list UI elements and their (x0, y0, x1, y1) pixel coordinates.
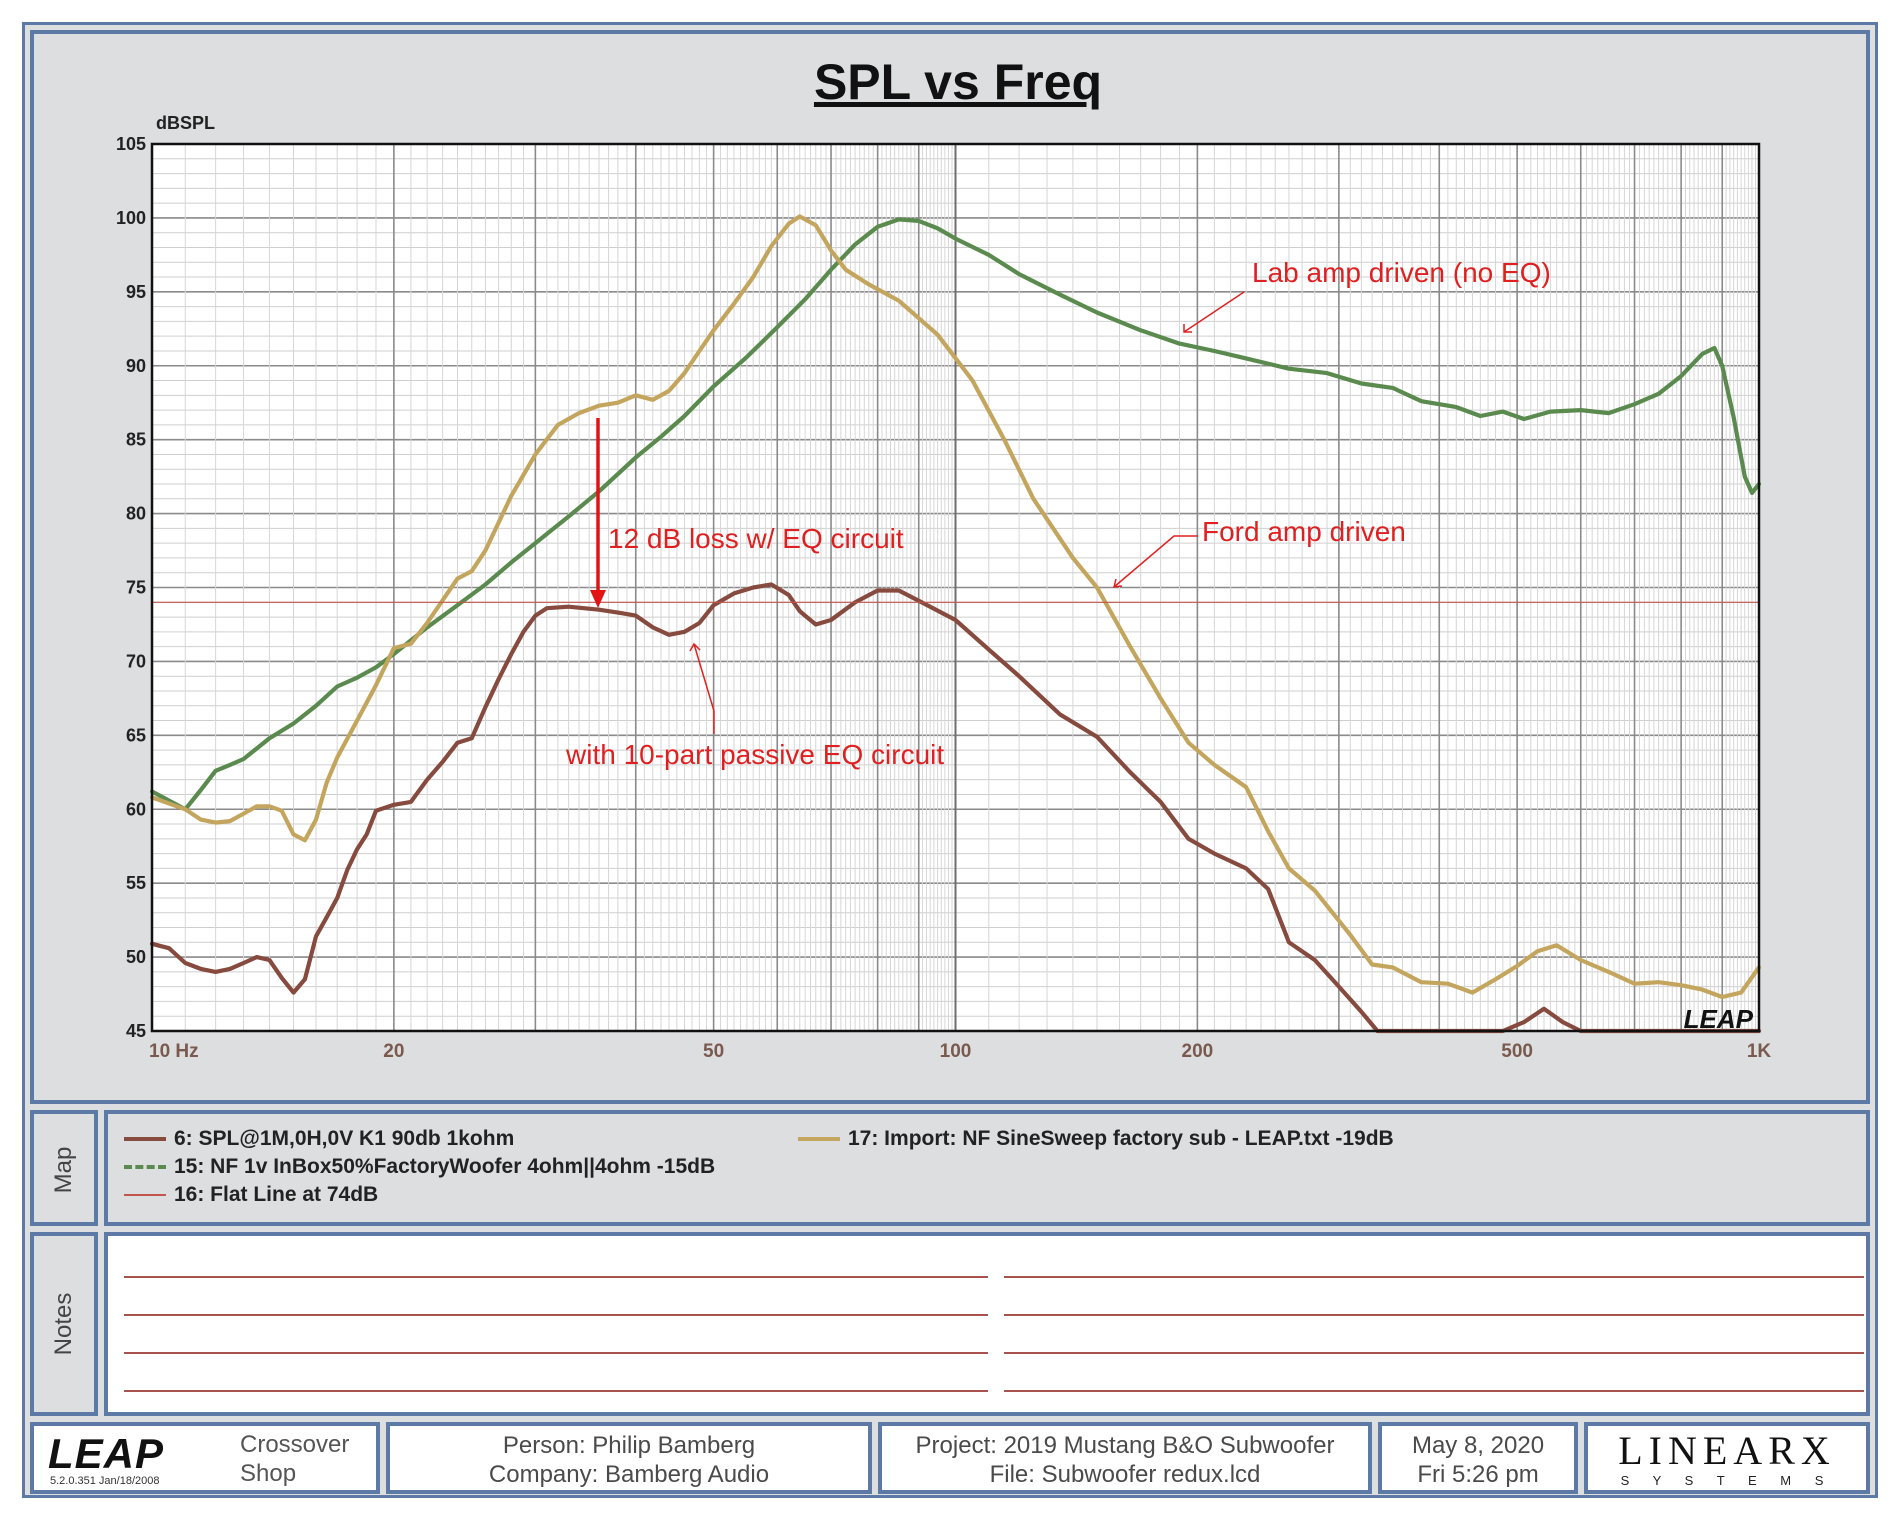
legend-label: 17: Import: NF SineSweep factory sub - L… (848, 1127, 1394, 1150)
notes-panel[interactable] (104, 1232, 1870, 1416)
grid-layer (152, 144, 1759, 1031)
legend-item-series-17: 17: Import: NF SineSweep factory sub - L… (798, 1127, 1394, 1151)
annotation-lab-amp-arrowhead (1183, 324, 1192, 333)
series-line-2 (149, 582, 1762, 1034)
annotation-layer: Lab amp driven (no EQ) 12 dB loss w/ EQ … (565, 257, 1551, 770)
legend-swatch (798, 1137, 840, 1142)
plot-border (150, 142, 1761, 1033)
notes-line (124, 1314, 988, 1316)
x-tick-label: 200 (1182, 1041, 1214, 1062)
y-tick-label: 100 (116, 208, 146, 228)
notes-line (124, 1276, 988, 1278)
legend-label: 15: NF 1v InBox50%FactoryWoofer 4ohm||4o… (174, 1155, 716, 1178)
leap-watermark: LEAP (1684, 1004, 1754, 1034)
legend-item-series-15: 15: NF 1v InBox50%FactoryWoofer 4ohm||4o… (124, 1155, 715, 1179)
y-tick-label: 65 (126, 725, 146, 745)
y-tick-label: 95 (126, 282, 146, 302)
y-tick-label: 105 (116, 134, 146, 154)
x-tick-label: 10 Hz (149, 1041, 199, 1062)
linearx-logo: LINEARX (1618, 1428, 1836, 1473)
annotation-eq-arrowhead (689, 642, 701, 652)
y-tick-label: 70 (126, 651, 146, 671)
annotation-ford-amp: Ford amp driven (1202, 516, 1406, 547)
footer-product: LEAP 5.2.0.351 Jan/18/2008 Crossover Sho… (30, 1422, 380, 1494)
x-tick-label: 1K (1747, 1041, 1772, 1062)
linearx-subtitle: S Y S T E M S (1620, 1473, 1834, 1488)
legend-tab: Map (30, 1110, 98, 1226)
notes-tab-label: Notes (50, 1292, 77, 1356)
notes-line (124, 1390, 988, 1392)
annotation-ford-amp-arrowhead (1113, 578, 1123, 588)
notes-line (124, 1352, 988, 1354)
notes-tab: Notes (30, 1232, 98, 1416)
y-tick-label: 75 (126, 578, 146, 598)
notes-line (1004, 1276, 1864, 1278)
legend-label: 6: SPL@1M,0H,0V K1 90db 1kohm (174, 1127, 515, 1150)
legend-label: 16: Flat Line at 74dB (174, 1183, 379, 1206)
person-label: Person: Philip Bamberg (502, 1432, 756, 1459)
series-layer (149, 214, 1762, 1034)
y-axis-label: dBSPL (156, 113, 215, 133)
y-tick-label: 60 (126, 799, 146, 819)
version-label: 5.2.0.351 Jan/18/2008 (50, 1475, 160, 1487)
notes-line (1004, 1390, 1864, 1392)
time-label: Fri 5:26 pm (1417, 1461, 1539, 1488)
annotation-loss: 12 dB loss w/ EQ circuit (608, 523, 904, 554)
legend-panel: 6: SPL@1M,0H,0V K1 90db 1kohm 15: NF 1v … (104, 1110, 1870, 1226)
legend-swatch (124, 1194, 166, 1197)
project-label: Project: 2019 Mustang B&O Subwoofer (915, 1432, 1335, 1459)
product-line1: Crossover (240, 1431, 350, 1458)
file-label: File: Subwoofer redux.lcd (989, 1461, 1261, 1488)
chart-panel: SPL vs Freq dBSPL Lab amp driven (no EQ)… (30, 30, 1870, 1104)
notes-line (1004, 1352, 1864, 1354)
legend-item-series-6: 6: SPL@1M,0H,0V K1 90db 1kohm (124, 1127, 514, 1151)
annotation-eq-circuit: with 10-part passive EQ circuit (565, 739, 944, 770)
annotation-lab-amp: Lab amp driven (no EQ) (1252, 257, 1551, 288)
date-label: May 8, 2020 (1411, 1432, 1545, 1459)
notes-line (1004, 1314, 1864, 1316)
leap-logo: LEAP (48, 1430, 165, 1477)
y-tick-label: 80 (126, 504, 146, 524)
y-tick-label: 85 (126, 430, 146, 450)
footer-brand: LINEARX S Y S T E M S (1584, 1422, 1870, 1494)
y-tick-label: 90 (126, 356, 146, 376)
footer-person: Person: Philip Bamberg Company: Bamberg … (386, 1422, 872, 1494)
chart-title: SPL vs Freq (814, 54, 1102, 110)
legend-item-series-16: 16: Flat Line at 74dB (124, 1183, 378, 1207)
x-tick-label: 50 (703, 1041, 724, 1062)
loss-arrow-head (590, 590, 606, 608)
annotation-eq-leader (693, 643, 715, 734)
legend-swatch (124, 1137, 166, 1142)
series-line-0 (149, 217, 1762, 812)
x-tick-label: 100 (940, 1041, 972, 1062)
footer-project: Project: 2019 Mustang B&O Subwoofer File… (878, 1422, 1372, 1494)
legend-tab-label: Map (50, 1146, 77, 1194)
series-line-1 (149, 214, 1762, 1000)
x-tick-label: 20 (383, 1041, 404, 1062)
spl-chart: SPL vs Freq dBSPL Lab amp driven (no EQ)… (116, 54, 1771, 1062)
y-tick-label: 50 (126, 947, 146, 967)
y-tick-label: 45 (126, 1021, 146, 1041)
annotation-lab-amp-leader (1183, 291, 1245, 333)
annotation-ford-amp-leader (1113, 535, 1198, 588)
y-tick-label: 55 (126, 873, 146, 893)
x-tick-label: 500 (1501, 1041, 1533, 1062)
company-label: Company: Bamberg Audio (488, 1461, 770, 1488)
legend-swatch (124, 1165, 166, 1170)
product-line2: Shop (240, 1460, 297, 1487)
footer-datetime: May 8, 2020 Fri 5:26 pm (1378, 1422, 1578, 1494)
